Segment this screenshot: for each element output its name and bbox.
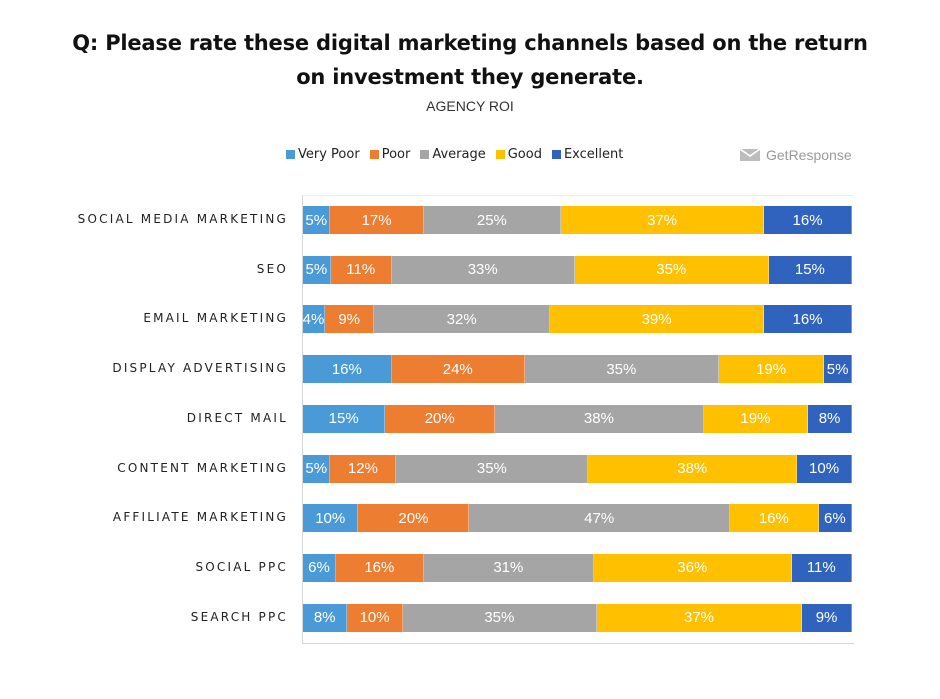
- bar-segment-average: 25%: [423, 206, 562, 234]
- bar-segment-excellent: 6%: [818, 504, 852, 533]
- bar-segment-excellent: 10%: [797, 454, 852, 483]
- legend-swatch: [551, 150, 561, 159]
- legend-label: Excellent: [563, 147, 624, 162]
- legend-label: Very Poor: [298, 147, 360, 162]
- category-label: CONTENT MARKETING: [117, 460, 288, 475]
- bar-segment-good: 19%: [703, 404, 809, 433]
- bar-segment-average: 38%: [495, 404, 704, 433]
- bar-segment-poor: 12%: [330, 454, 397, 483]
- bar-segment-poor: 24%: [391, 355, 525, 384]
- legend-label: Average: [432, 147, 486, 162]
- bar-segment-average: 33%: [391, 255, 575, 284]
- legend-item-excellent: Excellent: [551, 147, 624, 162]
- chart-title-line-1: Q: Please rate these digital marketing c…: [72, 31, 868, 55]
- bar-segment-poor: 9%: [324, 305, 375, 334]
- bar-segment-good: 37%: [596, 603, 803, 632]
- bar-segment-very-poor: 16%: [303, 355, 392, 384]
- bar-segment-good: 19%: [718, 355, 825, 384]
- category-label: SOCIAL PPC: [195, 559, 288, 574]
- legend-item-very-poor: Very Poor: [286, 147, 360, 162]
- category-label: DISPLAY ADVERTISING: [112, 361, 288, 376]
- bar-segment-poor: 17%: [330, 206, 424, 234]
- bar-segment-poor: 16%: [335, 553, 424, 582]
- legend-swatch: [369, 150, 379, 159]
- chart-title: Q: Please rate these digital marketing c…: [0, 26, 940, 94]
- brand-name: GetResponse: [766, 147, 852, 163]
- bar-segment-excellent: 8%: [808, 404, 852, 433]
- brand-logo: GetResponse: [740, 147, 852, 163]
- bar-segment-poor: 11%: [330, 255, 392, 284]
- legend-label: Good: [507, 147, 542, 162]
- legend-label: Poor: [381, 147, 411, 162]
- legend-item-good: Good: [495, 147, 542, 162]
- bar-segment-average: 35%: [402, 603, 597, 632]
- plot-area: [302, 195, 854, 644]
- bar-segment-excellent: 16%: [764, 206, 852, 234]
- chart-title-line-2: on investment they generate.: [296, 65, 644, 89]
- legend-swatch: [420, 150, 430, 159]
- bar-segment-good: 36%: [593, 553, 792, 582]
- legend-swatch: [286, 150, 295, 159]
- bar-segment-very-poor: 8%: [303, 603, 348, 632]
- chart-subtitle: AGENCY ROI: [426, 98, 514, 114]
- bar-segment-average: 31%: [423, 553, 594, 582]
- bar-segment-very-poor: 5%: [303, 255, 331, 284]
- bar-segment-poor: 20%: [385, 404, 496, 433]
- bar-segment-poor: 20%: [358, 504, 470, 533]
- category-label: SOCIAL MEDIA MARKETING: [77, 212, 288, 226]
- bar-segment-very-poor: 5%: [303, 454, 331, 483]
- legend-swatch: [495, 150, 505, 159]
- bar-segment-average: 47%: [469, 504, 730, 533]
- category-label: EMAIL MARKETING: [143, 311, 288, 326]
- chart-legend: Very Poor Poor Average Good Excellent: [286, 147, 633, 162]
- bar-segment-good: 35%: [574, 255, 769, 284]
- legend-item-average: Average: [420, 147, 486, 162]
- envelope-icon: [740, 149, 760, 161]
- bar-segment-excellent: 15%: [768, 255, 852, 284]
- bar-segment-good: 39%: [550, 305, 765, 334]
- category-label: SEARCH PPC: [190, 609, 288, 624]
- bar-segment-very-poor: 15%: [303, 404, 386, 433]
- category-label: AFFILIATE MARKETING: [112, 510, 288, 525]
- bar-segment-average: 35%: [396, 454, 589, 483]
- bar-segment-average: 35%: [524, 355, 719, 384]
- bar-segment-average: 32%: [374, 305, 551, 334]
- bar-segment-good: 16%: [730, 504, 819, 533]
- category-label: SEO: [256, 261, 288, 276]
- legend-item-poor: Poor: [369, 147, 411, 162]
- bar-segment-very-poor: 5%: [303, 206, 331, 234]
- bar-segment-good: 38%: [588, 454, 798, 483]
- bar-segment-excellent: 5%: [824, 355, 852, 384]
- bar-segment-poor: 10%: [347, 603, 403, 632]
- bar-segment-excellent: 11%: [791, 553, 852, 582]
- category-label: DIRECT MAIL: [186, 410, 288, 425]
- bar-segment-excellent: 9%: [802, 603, 852, 632]
- bar-segment-very-poor: 4%: [303, 305, 325, 334]
- bar-segment-excellent: 16%: [764, 305, 852, 334]
- bar-segment-very-poor: 6%: [303, 553, 336, 582]
- bar-segment-good: 37%: [561, 206, 765, 234]
- bar-segment-very-poor: 10%: [303, 504, 359, 533]
